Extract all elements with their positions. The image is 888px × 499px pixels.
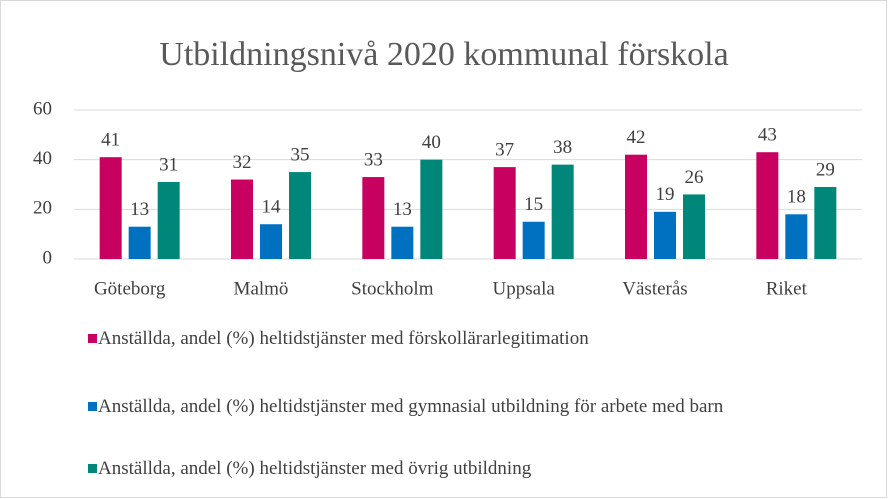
chart-title: Utbildningsnivå 2020 kommunal förskola — [159, 36, 728, 73]
legend-swatch — [88, 334, 97, 343]
bar — [625, 154, 647, 259]
bar — [683, 194, 705, 259]
bar — [128, 226, 151, 259]
x-tick-label: Göteborg — [94, 278, 166, 299]
data-label: 13 — [393, 199, 412, 220]
x-tick-label: Riket — [766, 278, 808, 299]
bar — [362, 177, 385, 259]
y-tick-label: 60 — [33, 98, 52, 119]
x-tick-label: Malmö — [234, 278, 289, 299]
bar — [391, 226, 414, 259]
legend-label: Anställda, andel (%) heltidstjänster med… — [98, 328, 589, 349]
data-label: 41 — [101, 130, 120, 151]
data-label: 15 — [524, 194, 543, 215]
data-label: 38 — [553, 137, 572, 158]
y-tick-label: 0 — [43, 247, 53, 268]
legend-entry: Anställda, andel (%) heltidstjänster med… — [88, 327, 838, 351]
bar — [551, 164, 574, 259]
data-label: 40 — [422, 132, 441, 153]
data-label: 29 — [816, 159, 835, 180]
x-tick-label: Västerås — [622, 278, 687, 299]
legend-swatch — [88, 402, 97, 411]
bar — [493, 167, 516, 259]
bar — [260, 224, 282, 259]
legend-entry: Anställda, andel (%) heltidstjänster med… — [88, 395, 838, 419]
bar — [522, 221, 545, 259]
x-tick-label: Stockholm — [351, 278, 434, 299]
x-tick-label: Uppsala — [493, 278, 556, 299]
bar — [785, 214, 808, 259]
legend-entry: Anställda, andel (%) heltidstjänster med… — [88, 457, 838, 481]
bar — [654, 211, 676, 259]
data-label: 33 — [364, 149, 383, 170]
y-tick-label: 40 — [33, 148, 52, 169]
y-tick-label: 20 — [33, 198, 52, 219]
bar — [157, 182, 180, 259]
data-label: 35 — [291, 144, 310, 165]
bar — [756, 152, 779, 259]
data-label: 18 — [787, 187, 806, 208]
data-label: 14 — [262, 197, 282, 218]
bar — [289, 172, 311, 259]
legend-label: Anställda, andel (%) heltidstjänster med… — [98, 396, 724, 417]
data-label: 42 — [627, 127, 646, 148]
data-label: 32 — [233, 152, 252, 173]
bar — [231, 179, 253, 259]
bar — [420, 159, 443, 259]
data-label: 26 — [685, 167, 704, 188]
bar — [99, 157, 122, 259]
data-label: 31 — [159, 154, 178, 175]
data-label: 19 — [656, 184, 675, 205]
bar — [814, 186, 837, 259]
data-label: 37 — [495, 139, 514, 160]
data-label: 13 — [130, 199, 149, 220]
legend-swatch — [88, 464, 97, 473]
legend-label: Anställda, andel (%) heltidstjänster med… — [98, 458, 532, 479]
data-label: 43 — [758, 125, 777, 146]
